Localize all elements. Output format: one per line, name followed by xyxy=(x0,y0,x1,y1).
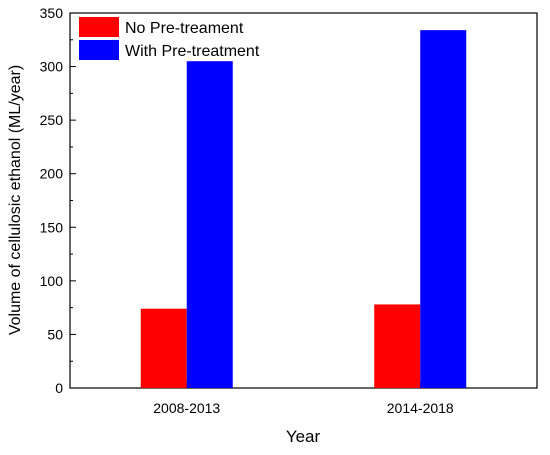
y-tick-label: 50 xyxy=(47,326,63,342)
y-tick-label: 100 xyxy=(40,273,64,289)
legend: No Pre-treament With Pre-treatment xyxy=(79,17,260,60)
y-tick-label: 300 xyxy=(40,59,64,75)
y-tick-label: 250 xyxy=(40,112,64,128)
legend-swatch xyxy=(79,17,119,37)
x-axis-label: Year xyxy=(286,427,321,446)
legend-swatch xyxy=(79,40,119,60)
y-axis-ticks: 0 50 100 150 200 250 300 350 xyxy=(40,5,76,396)
y-tick-label: 150 xyxy=(40,219,64,235)
y-axis-label: Volume of cellulosic ethanol (ML/year) xyxy=(7,65,24,335)
y-tick-label: 0 xyxy=(55,380,63,396)
bar-0-1 xyxy=(186,61,233,388)
x-tick-label: 2014-2018 xyxy=(387,400,454,416)
bars-group xyxy=(140,30,467,389)
plot-frame xyxy=(69,12,538,389)
bar-0-0 xyxy=(140,308,187,388)
legend-label: With Pre-treatment xyxy=(125,43,260,60)
x-axis-ticks: 2008-2013 2014-2018 xyxy=(153,382,454,416)
y-tick-label: 350 xyxy=(40,5,64,21)
y-tick-label: 200 xyxy=(40,166,64,182)
legend-label: No Pre-treament xyxy=(125,20,244,37)
bar-1-0 xyxy=(374,304,421,388)
bar-1-1 xyxy=(420,30,467,389)
x-tick-label: 2008-2013 xyxy=(153,400,220,416)
